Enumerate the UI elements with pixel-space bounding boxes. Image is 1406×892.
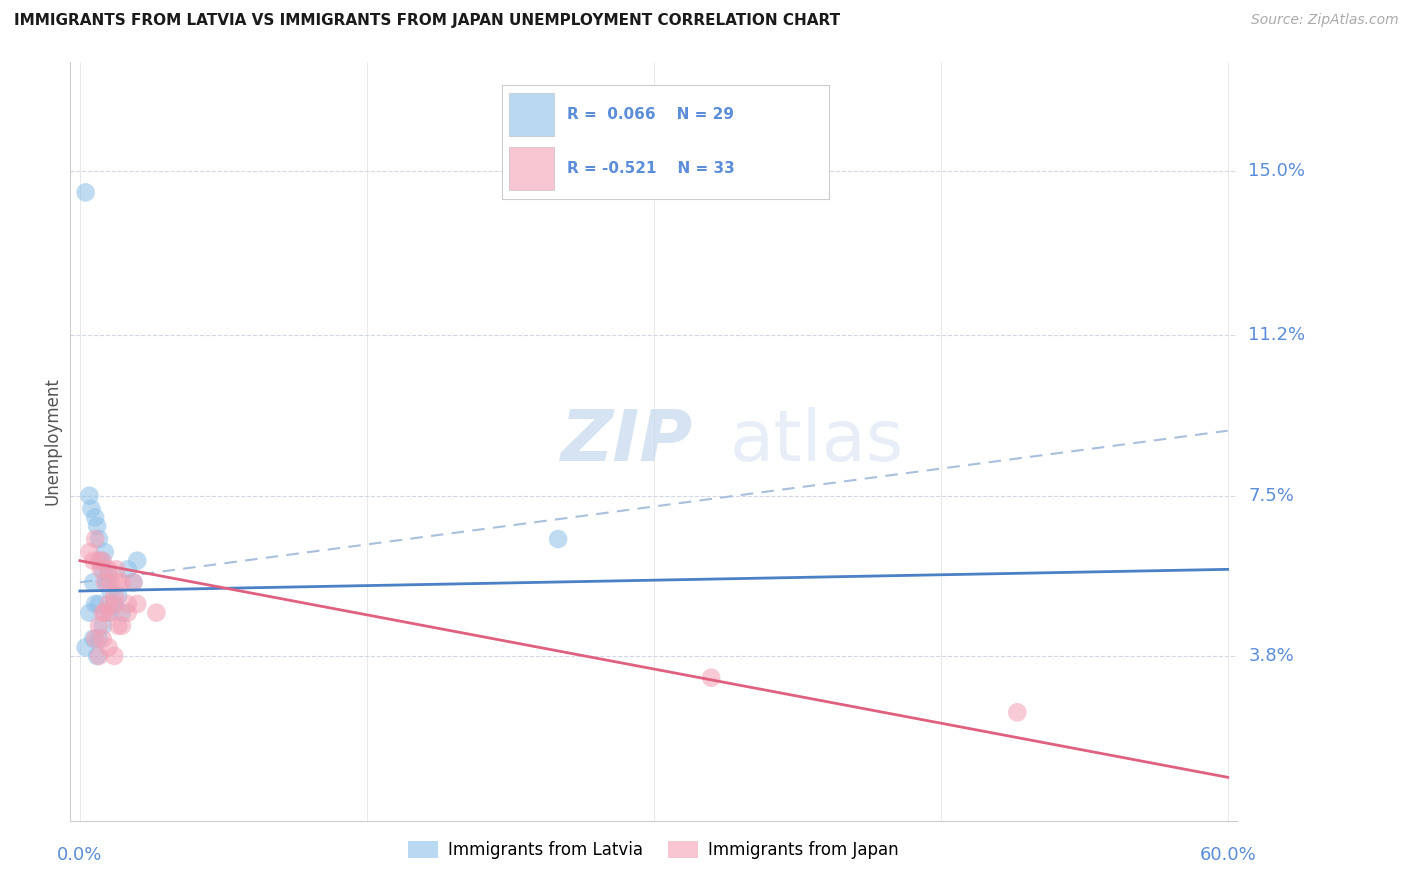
Text: 60.0%: 60.0% xyxy=(1199,846,1256,863)
Text: 7.5%: 7.5% xyxy=(1249,487,1295,505)
Point xyxy=(103,588,125,602)
Point xyxy=(82,575,104,590)
Text: IMMIGRANTS FROM LATVIA VS IMMIGRANTS FROM JAPAN UNEMPLOYMENT CORRELATION CHART: IMMIGRANTS FROM LATVIA VS IMMIGRANTS FRO… xyxy=(14,13,841,29)
Point xyxy=(97,640,120,655)
Point xyxy=(105,562,128,576)
Point xyxy=(97,566,120,581)
Point xyxy=(79,489,101,503)
Point xyxy=(91,606,114,620)
Point xyxy=(87,632,110,646)
Point xyxy=(145,606,167,620)
Point xyxy=(103,597,125,611)
Point xyxy=(107,575,129,590)
Point xyxy=(107,618,129,632)
Point xyxy=(84,597,107,611)
Point xyxy=(87,554,110,568)
Point xyxy=(93,545,115,559)
Point xyxy=(97,597,120,611)
Point xyxy=(100,584,122,599)
Point xyxy=(87,532,110,546)
Point xyxy=(82,632,104,646)
Point xyxy=(87,648,110,663)
Point xyxy=(111,606,134,620)
Legend: Immigrants from Latvia, Immigrants from Japan: Immigrants from Latvia, Immigrants from … xyxy=(402,834,905,865)
Point xyxy=(86,519,108,533)
Point xyxy=(1007,706,1029,720)
Point xyxy=(122,575,145,590)
Point xyxy=(82,554,104,568)
Point xyxy=(93,575,115,590)
Point xyxy=(97,606,120,620)
Point xyxy=(84,632,107,646)
Point xyxy=(75,186,97,200)
Point xyxy=(79,606,101,620)
Point xyxy=(117,597,139,611)
Point xyxy=(117,562,139,576)
Text: 3.8%: 3.8% xyxy=(1249,647,1294,665)
Text: 15.0%: 15.0% xyxy=(1249,161,1305,180)
Text: 11.2%: 11.2% xyxy=(1249,326,1306,344)
Point xyxy=(111,575,134,590)
Point xyxy=(97,562,120,576)
Point xyxy=(90,554,112,568)
Point xyxy=(84,532,107,546)
Point xyxy=(127,597,149,611)
Point xyxy=(80,501,103,516)
Point xyxy=(100,606,122,620)
Text: ZIP: ZIP xyxy=(561,407,693,476)
Point xyxy=(87,618,110,632)
Point xyxy=(96,575,118,590)
Point xyxy=(87,597,110,611)
Y-axis label: Unemployment: Unemployment xyxy=(44,377,62,506)
Point xyxy=(122,575,145,590)
Text: Source: ZipAtlas.com: Source: ZipAtlas.com xyxy=(1251,13,1399,28)
Point xyxy=(86,648,108,663)
Point xyxy=(84,510,107,524)
Point xyxy=(103,597,125,611)
Point xyxy=(117,606,139,620)
Point xyxy=(127,554,149,568)
Point xyxy=(75,640,97,655)
Point xyxy=(90,562,112,576)
Point xyxy=(93,606,115,620)
Point xyxy=(100,575,122,590)
Point xyxy=(91,632,114,646)
Point xyxy=(103,648,125,663)
Point xyxy=(111,618,134,632)
Text: atlas: atlas xyxy=(730,407,904,476)
Point xyxy=(79,545,101,559)
Point xyxy=(91,554,114,568)
Point xyxy=(91,618,114,632)
Point xyxy=(700,671,723,685)
Point xyxy=(107,588,129,602)
Text: 0.0%: 0.0% xyxy=(58,846,103,863)
Point xyxy=(91,562,114,576)
Point xyxy=(547,532,569,546)
